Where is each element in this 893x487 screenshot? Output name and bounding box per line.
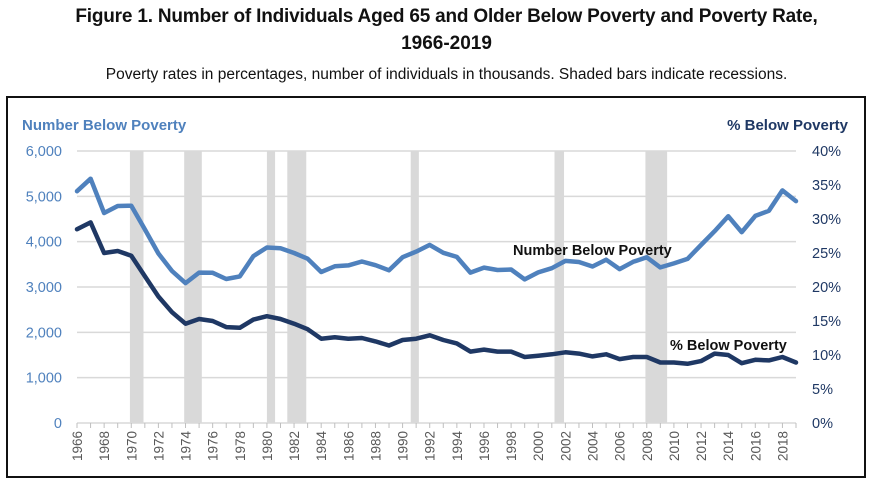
right-axis-tick-label: 15% bbox=[812, 314, 841, 330]
x-tick-label: 2016 bbox=[748, 431, 763, 461]
right-axis-tick-label: 20% bbox=[812, 280, 841, 296]
number-below-poverty-line bbox=[74, 176, 799, 286]
right-axis-title: % Below Poverty bbox=[727, 117, 849, 134]
x-tick-label: 2006 bbox=[613, 431, 628, 461]
x-tick-label: 1970 bbox=[124, 431, 139, 461]
x-tick-label: 1996 bbox=[477, 431, 492, 461]
x-tick-label: 1986 bbox=[341, 431, 356, 461]
x-tick-label: 2000 bbox=[531, 431, 546, 461]
x-tick-label: 1984 bbox=[314, 431, 329, 462]
gridlines bbox=[77, 150, 796, 424]
right-axis-tick-label: 35% bbox=[812, 178, 841, 194]
left-axis-tick-label: 6,000 bbox=[26, 144, 62, 160]
x-tick-label: 1974 bbox=[179, 431, 194, 462]
x-tick-label: 2008 bbox=[640, 431, 655, 461]
x-tick-label: 1998 bbox=[504, 431, 519, 461]
x-tick-label: 1988 bbox=[368, 431, 383, 461]
x-tick-label: 2002 bbox=[558, 431, 573, 461]
figure-title-years: 1966-2019 bbox=[401, 33, 492, 54]
x-tick-label: 1968 bbox=[97, 431, 112, 461]
x-tick-label: 1992 bbox=[423, 431, 438, 461]
x-tick-label: 2014 bbox=[721, 431, 736, 462]
right-axis-tick-label: 30% bbox=[812, 212, 841, 228]
left-axis-tick-label: 0 bbox=[54, 416, 62, 432]
series bbox=[74, 176, 799, 367]
percent-below-poverty-line bbox=[74, 220, 799, 367]
left-axis-tick-label: 3,000 bbox=[26, 280, 62, 296]
figure-title: Figure 1. Number of Individuals Aged 65 … bbox=[75, 6, 818, 27]
x-tick-label: 2010 bbox=[667, 431, 682, 461]
series-labels: Number Below Poverty % Below Poverty bbox=[513, 243, 787, 354]
x-tick-label: 1976 bbox=[206, 431, 221, 461]
x-tick-label: 1980 bbox=[260, 431, 275, 461]
chart-frame bbox=[6, 96, 866, 478]
left-axis-tick-label: 5,000 bbox=[26, 189, 62, 205]
x-tick-label: 2004 bbox=[586, 431, 601, 462]
right-axis-tick-label: 25% bbox=[812, 246, 841, 262]
figure-subtitle: Poverty rates in percentages, number of … bbox=[105, 66, 788, 83]
x-tick-label: 2012 bbox=[694, 431, 709, 461]
x-tick-label: 1982 bbox=[287, 431, 302, 461]
right-axis-tick-label: 5% bbox=[812, 382, 833, 398]
x-tick-label: 1994 bbox=[450, 431, 465, 462]
left-axis-tick-label: 1,000 bbox=[26, 371, 62, 387]
left-axis-tick-label: 4,000 bbox=[26, 235, 62, 251]
right-axis-tick-label: 0% bbox=[812, 416, 833, 432]
right-axis-tick-label: 10% bbox=[812, 348, 841, 364]
left-axis-title: Number Below Poverty bbox=[22, 117, 187, 134]
x-tick-label: 1978 bbox=[233, 431, 248, 461]
axes: Number Below Poverty % Below Poverty 0 1,… bbox=[22, 117, 849, 461]
percent-below-poverty-label: % Below Poverty bbox=[670, 338, 787, 354]
x-tick-label: 1966 bbox=[70, 431, 85, 461]
x-tick-label: 2018 bbox=[775, 431, 790, 461]
x-tick-label: 1990 bbox=[396, 431, 411, 461]
x-tick-label: 1972 bbox=[151, 431, 166, 461]
right-axis-tick-label: 40% bbox=[812, 144, 841, 160]
left-axis-tick-label: 2,000 bbox=[26, 325, 62, 341]
number-below-poverty-label: Number Below Poverty bbox=[513, 243, 672, 259]
